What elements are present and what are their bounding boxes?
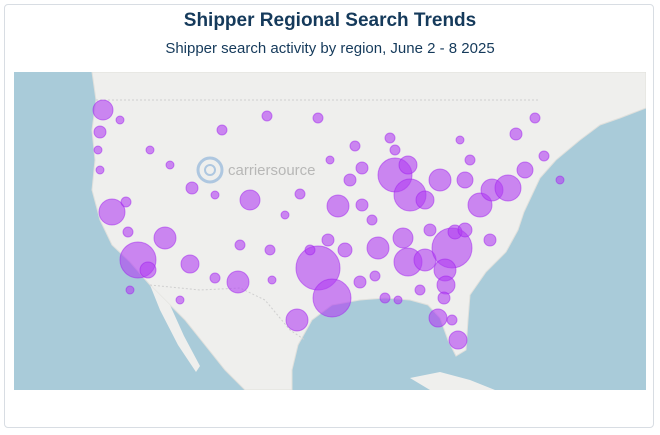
- region-bubble: [494, 174, 522, 202]
- region-bubble: [139, 261, 157, 279]
- region-bubble: [369, 270, 381, 282]
- region-bubble: [415, 190, 435, 210]
- region-bubble: [326, 194, 350, 218]
- region-bubble: [464, 154, 476, 166]
- region-bubble: [349, 140, 361, 152]
- watermark: carriersource: [196, 156, 316, 184]
- region-bubble: [95, 165, 105, 175]
- region-bubble: [304, 244, 316, 256]
- region-bubble: [321, 233, 335, 247]
- logo-core: [204, 164, 216, 176]
- card: [4, 4, 654, 428]
- region-bubble: [456, 171, 474, 189]
- region-bubble: [337, 242, 353, 258]
- region-bubble: [448, 330, 468, 350]
- region-bubble: [264, 244, 276, 256]
- region-bubble: [125, 285, 135, 295]
- title: Shipper Regional Search Trends: [183, 10, 477, 31]
- region-bubble: [483, 233, 497, 247]
- region-bubble: [122, 226, 134, 238]
- region-bubble: [457, 222, 473, 238]
- region-bubble: [436, 275, 456, 295]
- cuba: [410, 372, 495, 390]
- logo-text: carriersource: [228, 162, 316, 179]
- region-bubble: [366, 214, 378, 226]
- region-bubble: [455, 135, 465, 145]
- region-bubble: [267, 275, 277, 285]
- region-bubble: [353, 275, 367, 289]
- region-bubble: [343, 173, 357, 187]
- region-bubble: [428, 168, 452, 192]
- region-bubble: [234, 239, 246, 251]
- region-bubble: [216, 124, 228, 136]
- region-bubble: [379, 292, 391, 304]
- region-bubble: [393, 295, 403, 305]
- region-bubble: [185, 181, 199, 195]
- region-bubble: [392, 227, 414, 249]
- region-bubble: [366, 236, 390, 260]
- region-bubble: [509, 127, 523, 141]
- region-bubble: [312, 112, 324, 124]
- region-bubble: [180, 254, 200, 274]
- region-bubble: [93, 125, 107, 139]
- region-bubble: [261, 110, 273, 122]
- region-bubble: [280, 210, 290, 220]
- region-bubble: [285, 308, 309, 332]
- region-bubble: [389, 144, 401, 156]
- region-bubble: [120, 196, 132, 208]
- region-bubble: [538, 150, 550, 162]
- region-bubble: [226, 270, 250, 294]
- region-bubble: [437, 291, 451, 305]
- region-bubble: [165, 160, 175, 170]
- region-bubble: [98, 198, 126, 226]
- region-bubble: [355, 161, 369, 175]
- region-bubble: [115, 115, 125, 125]
- region-bubble: [93, 145, 103, 155]
- subtitle: Shipper search activity by region, June …: [165, 40, 495, 57]
- region-bubble: [555, 175, 565, 185]
- border: [96, 99, 540, 341]
- region-bubble: [153, 226, 177, 250]
- map: carriersource: [14, 72, 646, 390]
- region-bubble: [414, 284, 426, 296]
- region-bubble: [446, 314, 458, 326]
- region-bubble: [312, 278, 352, 318]
- region-bubble: [516, 161, 534, 179]
- region-bubble: [175, 295, 185, 305]
- region-bubble: [398, 155, 418, 175]
- region-bubble: [355, 198, 369, 212]
- baja: [150, 285, 200, 372]
- region-bubble: [423, 223, 437, 237]
- logo-ring: [196, 156, 224, 184]
- region-bubble: [239, 189, 261, 211]
- region-bubble: [325, 155, 335, 165]
- region-bubble: [210, 190, 220, 200]
- region-bubble: [529, 112, 541, 124]
- region-bubble: [92, 99, 114, 121]
- region-bubble: [428, 308, 448, 328]
- region-bubble: [209, 272, 221, 284]
- region-bubble: [294, 188, 306, 200]
- region-bubble: [145, 145, 155, 155]
- region-bubble: [384, 132, 396, 144]
